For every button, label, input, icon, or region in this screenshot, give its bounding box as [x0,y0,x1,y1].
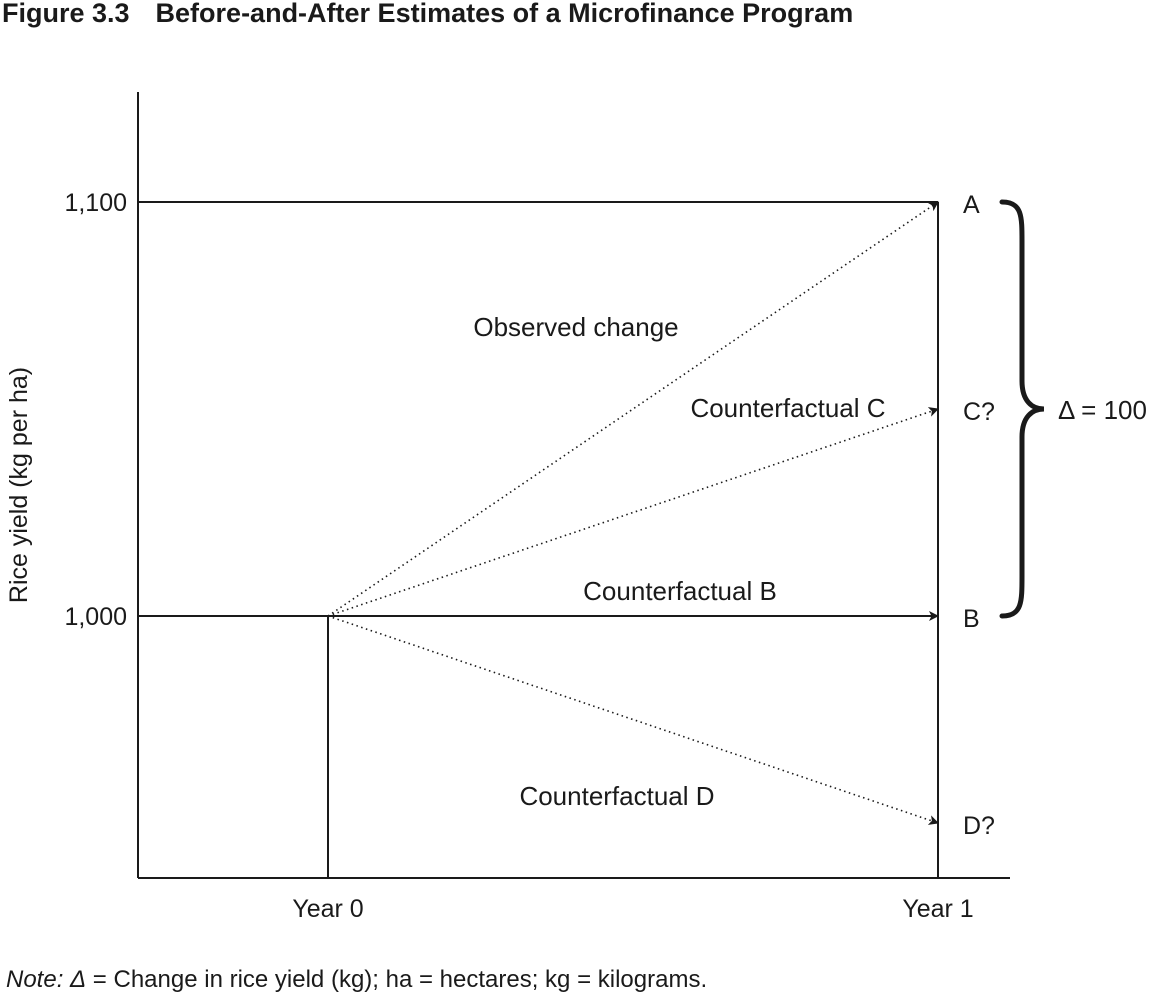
figure-title: Figure 3.3 Before-and-After Estimates of … [2,0,853,29]
delta-brace [999,199,1045,619]
figure-note: Note: Δ = Change in rice yield (kg); ha … [6,966,707,994]
y-tick-label: 1,000 [64,603,127,631]
y-axis-label: Rice yield (kg per ha) [5,367,33,603]
annotation-observed-change: Observed change [473,312,678,342]
point-label-c: C? [963,398,995,426]
point-label-b: B [963,605,980,633]
y-tick-label: 1,100 [64,189,127,217]
note-lead: Note: Δ [6,966,87,993]
point-label-a: A [963,191,980,219]
x-tick-label: Year 1 [902,895,973,923]
note-text: = Change in rice yield (kg); ha = hectar… [86,966,708,993]
delta-label: Δ = 100 [1058,395,1147,425]
x-tick-label: Year 0 [292,895,363,923]
annotation-counterfactual-b: Counterfactual B [583,576,777,606]
point-label-d: D? [963,812,995,840]
figure-title-text: Before-and-After Estimates of a Microfin… [155,0,854,28]
annotation-counterfactual-c: Counterfactual C [690,393,885,423]
figure-number: Figure 3.3 [2,0,130,28]
annotation-counterfactual-d: Counterfactual D [519,781,714,811]
